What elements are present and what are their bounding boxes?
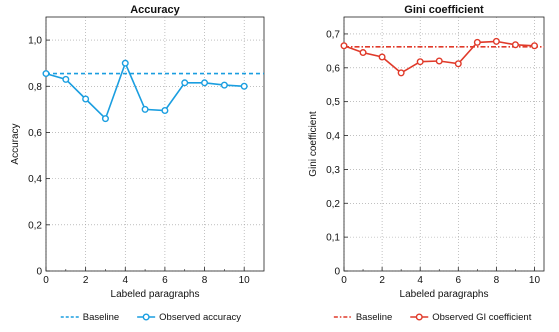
chart1-y-tick-label: 0,8 <box>28 82 42 93</box>
chart2-data-point <box>454 60 462 68</box>
chart1-y-tick-label: 0,4 <box>28 174 42 185</box>
chart2-x-tick-label: 0 <box>341 275 347 286</box>
chart2-y-axis-label: Gini coefficient <box>308 111 319 177</box>
chart1-x-tick-label: 4 <box>122 275 128 286</box>
chart1-data-point <box>240 82 248 90</box>
chart2-y-tick-label: 0,3 <box>326 165 340 176</box>
chart2-data-point <box>511 41 519 49</box>
chart2-x-tick-label: 8 <box>494 275 500 286</box>
chart1-data-point <box>42 70 50 78</box>
chart2-data-point <box>416 58 424 66</box>
chart2-data-point <box>378 53 386 61</box>
chart2-legend-series-label: Observed GI coefficient <box>432 312 531 323</box>
chart2-panel: 0 2 4 6 8 10 0 0,1 0,2 0,3 0,4 0,5 0,6 0,7 Gini coeffi… <box>308 4 545 323</box>
chart2-x-tick-label: 2 <box>379 275 385 286</box>
chart1-x-tick-label: 0 <box>43 275 49 286</box>
chart2-legend-series-swatch-marker <box>415 313 423 321</box>
chart2-legend: Baseline Observed GI coefficient <box>333 312 532 323</box>
chart2-x-tick-label: 10 <box>529 275 541 286</box>
chart2-data-point <box>397 69 405 77</box>
chart1-x-tick-label: 10 <box>239 275 251 286</box>
chart1-legend: Baseline Observed accuracy <box>60 312 241 323</box>
chart1-data-point <box>201 79 209 87</box>
chart1-legend-series-swatch-marker <box>142 313 150 321</box>
chart1-x-tick-label: 2 <box>83 275 89 286</box>
chart1-y-tick-label: 0,6 <box>28 128 42 139</box>
chart2-y-tick-label: 0 <box>334 267 340 278</box>
chart2-y-tick-label: 0,4 <box>326 131 340 142</box>
chart1-data-point <box>181 79 189 87</box>
chart2-y-tick-label: 0,6 <box>326 63 340 74</box>
chart1-x-tick-label: 6 <box>162 275 168 286</box>
chart1-data-point <box>161 107 169 115</box>
chart2-title: Gini coefficient <box>404 4 484 16</box>
chart2-y-tick-label: 0,5 <box>326 97 340 108</box>
chart1-y-tick-label: 1,0 <box>28 36 42 47</box>
chart2-data-point <box>473 38 481 46</box>
chart2-plot-frame <box>343 16 545 272</box>
chart2-legend-baseline-label: Baseline <box>356 312 392 323</box>
chart1-x-axis-label: Labeled paragraphs <box>111 289 200 300</box>
chart1-legend-baseline-label: Baseline <box>83 312 119 323</box>
chart2-x-tick-label: 6 <box>456 275 462 286</box>
chart2-y-tick-label: 0,2 <box>326 199 340 210</box>
chart1-x-tick-label: 8 <box>202 275 208 286</box>
chart1-y-tick-label: 0 <box>36 267 42 278</box>
chart2-x-axis-label: Labeled paragraphs <box>400 289 489 300</box>
chart1-data-point <box>121 59 129 67</box>
chart2-y-tick-label: 0,7 <box>326 29 340 40</box>
chart1-y-tick-label: 0,2 <box>28 220 42 231</box>
chart2-x-tick-label: 4 <box>417 275 423 286</box>
chart1-panel: 0 2 4 6 8 10 0 0,2 0,4 0,6 0,8 1,0 Accuracy Labeled p… <box>10 4 265 323</box>
chart1-title: Accuracy <box>130 4 180 16</box>
chart1-plot-frame <box>45 16 265 272</box>
chart2-data-point <box>492 37 500 45</box>
chart1-data-point <box>82 95 90 103</box>
chart1-y-axis-label: Accuracy <box>10 123 21 164</box>
chart1-data-point <box>101 115 109 123</box>
chart1-data-point <box>220 81 228 89</box>
chart2-y-tick-label: 0,1 <box>326 233 340 244</box>
chart1-data-point <box>62 75 70 83</box>
chart1-legend-series-label: Observed accuracy <box>159 312 241 323</box>
chart1-data-point <box>141 105 149 113</box>
chart2-data-point <box>340 42 348 50</box>
chart2-data-point <box>530 42 538 50</box>
chart2-data-point <box>359 49 367 57</box>
chart2-data-point <box>435 57 443 65</box>
